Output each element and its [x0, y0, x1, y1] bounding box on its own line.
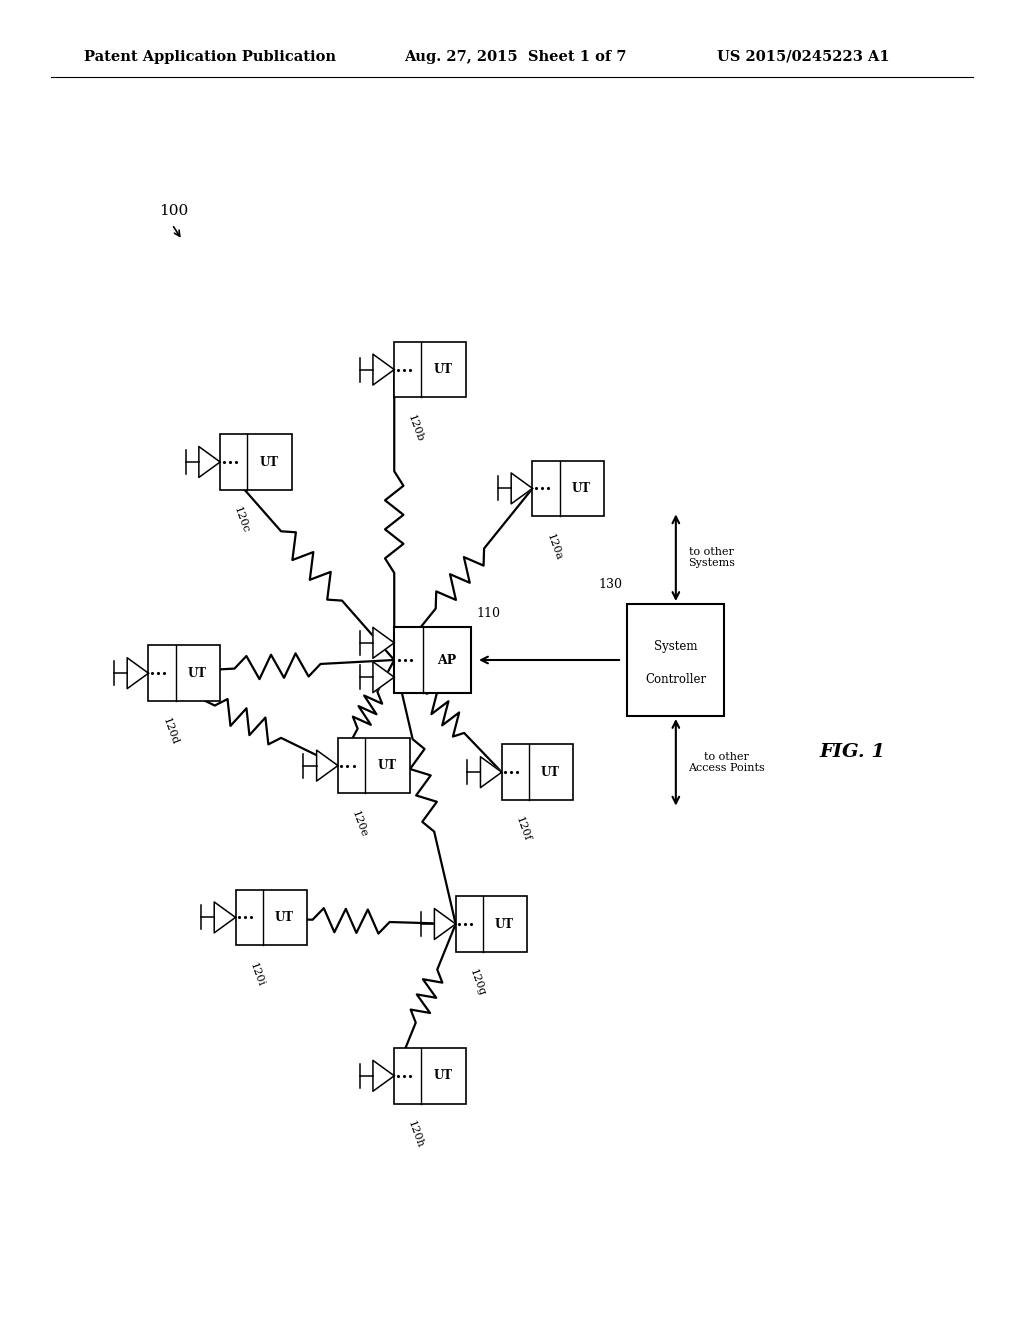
Text: 100: 100 — [159, 205, 188, 218]
FancyBboxPatch shape — [394, 342, 466, 397]
Text: FIG. 1: FIG. 1 — [819, 743, 885, 762]
Text: to other
Access Points: to other Access Points — [688, 751, 765, 774]
Text: UT: UT — [377, 759, 396, 772]
Text: 120c: 120c — [232, 506, 251, 535]
Polygon shape — [511, 473, 532, 504]
Text: UT: UT — [433, 1069, 453, 1082]
Polygon shape — [373, 661, 394, 693]
Text: UT: UT — [433, 363, 453, 376]
Polygon shape — [373, 1060, 394, 1092]
FancyBboxPatch shape — [456, 896, 527, 952]
FancyBboxPatch shape — [148, 645, 220, 701]
Text: UT: UT — [274, 911, 294, 924]
FancyBboxPatch shape — [394, 1048, 466, 1104]
Polygon shape — [373, 354, 394, 385]
Text: 120a: 120a — [545, 532, 563, 562]
Polygon shape — [480, 756, 502, 788]
FancyBboxPatch shape — [236, 890, 307, 945]
Text: UT: UT — [495, 917, 514, 931]
Polygon shape — [316, 750, 338, 781]
Text: to other
Systems: to other Systems — [688, 546, 735, 569]
Text: 120i: 120i — [248, 961, 266, 987]
FancyBboxPatch shape — [220, 434, 292, 490]
Polygon shape — [199, 446, 220, 478]
Polygon shape — [214, 902, 236, 933]
Text: Patent Application Publication: Patent Application Publication — [84, 50, 336, 63]
Text: 120b: 120b — [407, 413, 425, 444]
Text: Controller: Controller — [645, 673, 707, 686]
Text: UT: UT — [541, 766, 560, 779]
Text: 110: 110 — [476, 607, 500, 620]
Text: UT: UT — [571, 482, 591, 495]
Text: UT: UT — [259, 455, 279, 469]
FancyBboxPatch shape — [394, 627, 471, 693]
Text: 120f: 120f — [514, 816, 532, 843]
Text: System: System — [654, 640, 697, 653]
Text: 120h: 120h — [407, 1119, 425, 1150]
Text: 120e: 120e — [350, 809, 369, 838]
Polygon shape — [127, 657, 148, 689]
FancyBboxPatch shape — [338, 738, 410, 793]
Text: US 2015/0245223 A1: US 2015/0245223 A1 — [717, 50, 890, 63]
Text: 120g: 120g — [468, 968, 486, 998]
Text: 130: 130 — [598, 578, 623, 591]
Text: AP: AP — [437, 653, 456, 667]
Text: Aug. 27, 2015  Sheet 1 of 7: Aug. 27, 2015 Sheet 1 of 7 — [404, 50, 627, 63]
Text: UT: UT — [187, 667, 207, 680]
FancyBboxPatch shape — [502, 744, 573, 800]
Polygon shape — [373, 627, 394, 659]
Text: 120d: 120d — [161, 717, 179, 747]
FancyBboxPatch shape — [532, 461, 604, 516]
Polygon shape — [434, 908, 456, 940]
FancyBboxPatch shape — [627, 605, 725, 715]
